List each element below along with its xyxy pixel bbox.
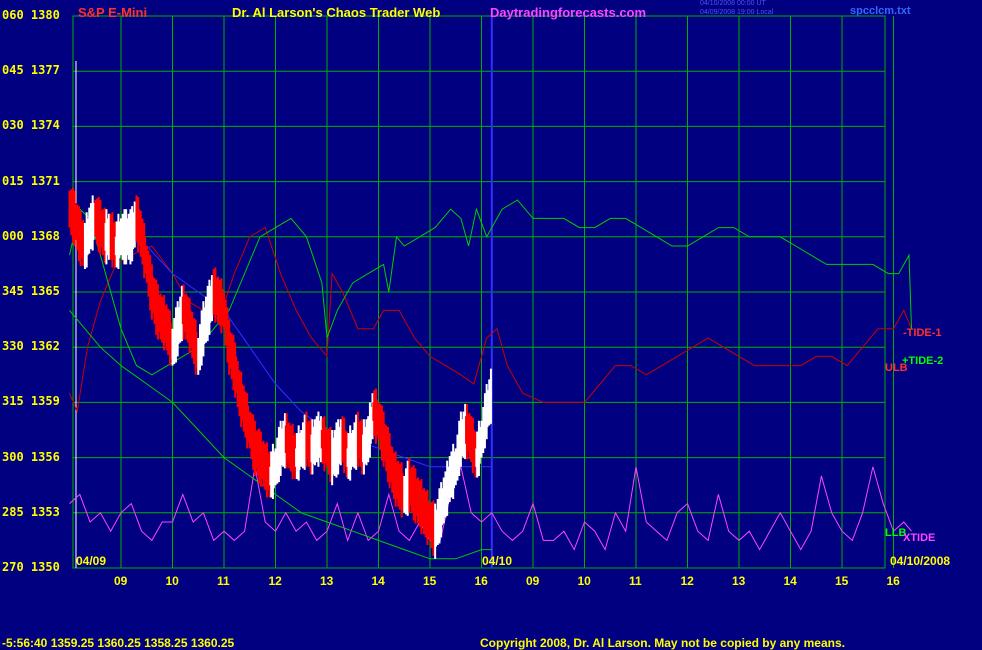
ulb-label: ULB <box>885 362 908 374</box>
grid <box>72 15 894 569</box>
x-tick-label: 16 <box>886 574 900 588</box>
y-tick-label: 000 1368 <box>2 228 60 243</box>
series-llb <box>69 310 492 560</box>
copyright-text: Copyright 2008, Dr. Al Larson. May not b… <box>480 636 845 650</box>
symbol-label: S&P E-Mini <box>78 5 148 20</box>
date-right: 04/10/2008 <box>890 554 951 568</box>
llb-label: LLB <box>885 527 907 539</box>
y-tick-label: 060 1380 <box>2 8 60 22</box>
y-tick-label: 285 1353 <box>2 504 60 519</box>
timestamp-local: 04/09/2008 19:00 Local <box>700 9 774 16</box>
y-tick-label: 315 1359 <box>2 394 60 409</box>
x-tick-label: 13 <box>320 574 334 588</box>
chart-title: Dr. Al Larson's Chaos Trader Web <box>232 5 441 20</box>
y-tick-label: 270 1350 <box>2 560 60 574</box>
date-mid: 04/10 <box>482 554 513 568</box>
x-tick-label: 12 <box>680 574 694 588</box>
x-tick-label: 14 <box>783 574 797 588</box>
price-bars <box>68 187 492 559</box>
date-left: 04/09 <box>76 554 107 568</box>
x-tick-label: 09 <box>526 574 540 588</box>
x-tick-label: 11 <box>217 574 230 588</box>
quote-readout: -5:56:40 1359.25 1360.25 1358.25 1360.25 <box>2 636 235 650</box>
x-tick-label: 15 <box>835 574 849 588</box>
x-tick-label: 10 <box>577 574 591 588</box>
data-file-name: spcclcm.txt <box>850 5 911 17</box>
x-tick-label: 09 <box>114 574 128 588</box>
y-tick-label: 345 1365 <box>2 284 60 298</box>
x-tick-label: 10 <box>165 574 179 588</box>
y-tick-label: 045 1377 <box>2 63 60 78</box>
x-tick-label: 14 <box>371 574 385 588</box>
site-link[interactable]: Daytradingforecasts.com <box>490 5 647 20</box>
xtide-label: XTIDE <box>903 532 936 544</box>
y-tick-label: 330 1362 <box>2 339 60 354</box>
x-tick-label: 15 <box>423 574 437 588</box>
x-tick-label: 12 <box>268 574 282 588</box>
timestamp-ut: 04/10/2008 00:00 UT <box>700 0 766 7</box>
tide2-label: +TIDE-2 <box>902 355 944 367</box>
x-tick-label: 16 <box>474 574 488 588</box>
x-tick-label: 11 <box>629 574 642 588</box>
series-xtide <box>69 465 912 551</box>
x-tick-label: 13 <box>732 574 746 588</box>
y-tick-label: 030 1374 <box>2 118 60 133</box>
y-tick-label: 300 1356 <box>2 449 60 464</box>
y-tick-label: 015 1371 <box>2 173 60 188</box>
tide1-label: -TIDE-1 <box>903 327 942 339</box>
